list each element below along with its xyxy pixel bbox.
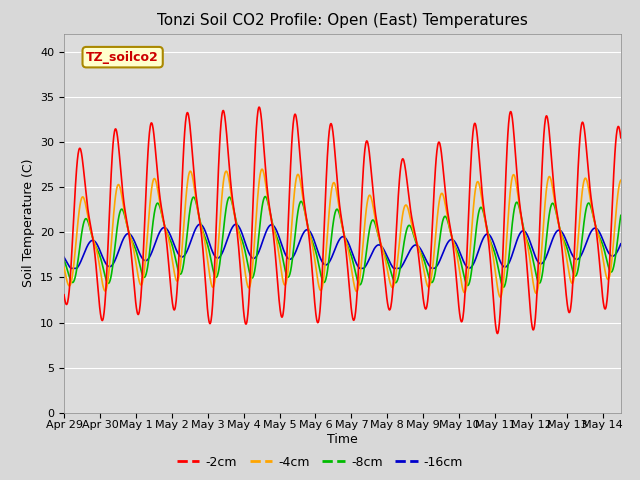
X-axis label: Time: Time (327, 433, 358, 446)
Legend: -2cm, -4cm, -8cm, -16cm: -2cm, -4cm, -8cm, -16cm (172, 451, 468, 474)
Title: Tonzi Soil CO2 Profile: Open (East) Temperatures: Tonzi Soil CO2 Profile: Open (East) Temp… (157, 13, 528, 28)
Text: TZ_soilco2: TZ_soilco2 (86, 51, 159, 64)
Y-axis label: Soil Temperature (C): Soil Temperature (C) (22, 159, 35, 288)
